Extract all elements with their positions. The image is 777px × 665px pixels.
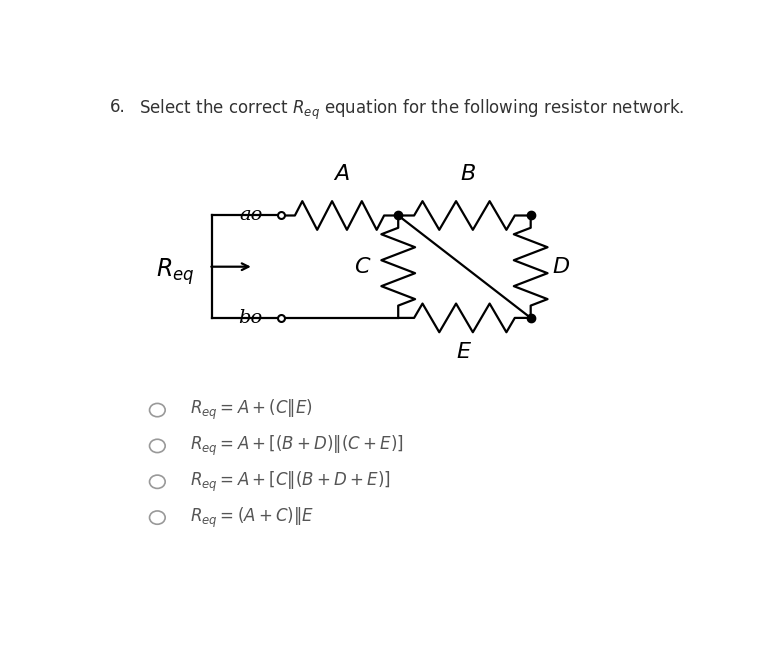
Text: 6.: 6. [110, 98, 126, 116]
Text: $A$: $A$ [333, 163, 350, 185]
Text: $D$: $D$ [552, 256, 570, 278]
Text: $R_{eq} = A + \left[(B + D)\|(C + E)\right]$: $R_{eq} = A + \left[(B + D)\|(C + E)\rig… [190, 434, 404, 458]
Text: $R_{eq}$: $R_{eq}$ [156, 257, 194, 287]
Text: Select the correct $R_{eq}$ equation for the following resistor network.: Select the correct $R_{eq}$ equation for… [139, 98, 685, 122]
Text: $C$: $C$ [354, 256, 371, 278]
Text: $R_{eq} = A + \left[C \| (B + D + E)\right]$: $R_{eq} = A + \left[C \| (B + D + E)\rig… [190, 469, 392, 494]
Text: $E$: $E$ [456, 341, 472, 363]
Text: ao: ao [239, 207, 263, 225]
Text: $R_{eq} = A + (C \| E)$: $R_{eq} = A + (C \| E)$ [190, 398, 313, 422]
Text: $B$: $B$ [459, 163, 476, 185]
Text: bo: bo [239, 309, 263, 327]
Text: $R_{eq} = (A + C) \| E$: $R_{eq} = (A + C) \| E$ [190, 505, 315, 530]
